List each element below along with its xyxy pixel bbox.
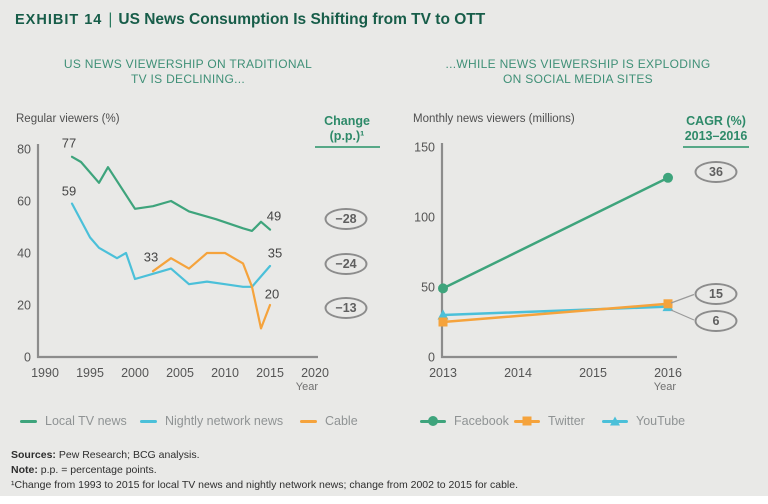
cagr-oval-facebook: 36	[694, 161, 738, 183]
change-header-line1: Change	[324, 114, 370, 128]
legend-label-network: Nightly network news	[165, 414, 284, 428]
cable-end-value: 20	[264, 286, 280, 302]
youtube-point-marker	[437, 309, 449, 320]
series-line-facebook	[441, 176, 670, 290]
sources-line: Sources: Pew Research; BCG analysis.	[11, 449, 200, 461]
y-tick-label: 0	[428, 351, 435, 365]
x-tick-label: 2010	[211, 366, 239, 380]
x-tick-label: 2014	[504, 366, 532, 380]
title-text: US News Consumption Is Shifting from TV …	[118, 11, 486, 28]
change-header-line2: (p.p.)¹	[329, 128, 365, 143]
y-tick-label: 80	[17, 143, 31, 157]
cagr-header: CAGR (%) 2013–2016	[670, 114, 762, 143]
left-chart-subtitle: US NEWS VIEWERSHIP ON TRADITIONAL TV IS …	[30, 57, 346, 87]
right-subtitle-line2: ON SOCIAL MEDIA SITES	[503, 72, 653, 86]
facebook-point-marker	[663, 172, 673, 183]
cagr-header-line2: 2013–2016	[684, 128, 748, 143]
x-tick-label: 2015	[579, 366, 607, 380]
y-tick-label: 60	[17, 195, 31, 209]
right-subtitle-line1: ...WHILE NEWS VIEWERSHIP IS EXPLODING	[445, 57, 711, 71]
change-header-underline	[315, 146, 380, 148]
note-text: p.p. = percentage points.	[40, 464, 157, 476]
y-tick-label: 0	[24, 351, 31, 365]
local-tv-end-value: 49	[266, 208, 282, 224]
twitter-point-marker	[438, 317, 448, 327]
legend-label-local-tv: Local TV news	[45, 414, 127, 428]
x-tick-label: 2020	[301, 366, 329, 380]
right-chart-subtitle: ...WHILE NEWS VIEWERSHIP IS EXPLODING ON…	[420, 57, 736, 87]
x-tick-label: 2016	[654, 366, 682, 380]
youtube-marker-icon	[602, 416, 628, 427]
bottom-white-strip	[0, 496, 768, 504]
legend-item-network: Nightly network news	[140, 413, 283, 429]
local-tv-start-value: 77	[61, 135, 77, 151]
y-tick-label: 150	[414, 141, 435, 155]
legend-item-cable: Cable	[300, 413, 358, 429]
facebook-point-marker	[438, 283, 448, 294]
left-chart-axes	[36, 144, 318, 359]
network-end-value: 35	[267, 245, 283, 261]
change-oval-network: −24	[324, 253, 368, 275]
y-tick-label: 40	[17, 247, 31, 261]
legend-label-youtube: YouTube	[636, 414, 686, 428]
x-tick-label: 1990	[31, 366, 59, 380]
exhibit-number: EXHIBIT 14	[15, 12, 103, 28]
oval-leader-line	[670, 293, 695, 304]
note-line: Note: p.p. = percentage points.	[11, 464, 157, 476]
x-tick-label: 2005	[166, 366, 194, 380]
change-pp-header: Change (p.p.)¹	[302, 114, 392, 143]
y-tick-label: 20	[17, 299, 31, 313]
left-y-axis-label: Regular viewers (%)	[16, 113, 120, 125]
series-line-twitter	[441, 302, 670, 324]
facebook-marker-icon	[420, 416, 446, 427]
change-oval-local-tv: −28	[324, 208, 368, 230]
y-tick-label: 50	[421, 281, 435, 295]
network-line-icon	[140, 419, 157, 423]
footnote-text: ¹Change from 1993 to 2015 for local TV n…	[11, 479, 519, 491]
x-tick-label: 2013	[429, 366, 457, 380]
oval-leader-line	[670, 309, 695, 321]
series-line-cable	[151, 251, 272, 330]
series-line-nightly-network-news	[70, 202, 272, 288]
cable-line-icon	[300, 419, 317, 423]
series-line-local-tv-news	[70, 155, 272, 232]
y-tick-label: 100	[414, 211, 435, 225]
cagr-header-underline	[683, 146, 749, 148]
cagr-oval-youtube: 6	[694, 310, 738, 332]
local-tv-line-icon	[20, 419, 37, 423]
left-subtitle-line2: TV IS DECLINING...	[130, 72, 246, 86]
legend-label-twitter: Twitter	[548, 414, 585, 428]
legend-item-youtube: YouTube	[602, 413, 685, 429]
x-tick-label: 1995	[76, 366, 104, 380]
legend-item-local-tv: Local TV news	[20, 413, 127, 429]
sources-text: Pew Research; BCG analysis.	[58, 449, 200, 461]
title-separator: |	[108, 11, 113, 28]
legend-item-facebook: Facebook	[420, 413, 509, 429]
left-x-axis-caption: Year	[295, 381, 318, 393]
note-label: Note:	[11, 464, 38, 476]
right-x-axis-caption: Year	[653, 381, 676, 393]
legend-item-twitter: Twitter	[514, 413, 585, 429]
twitter-marker-icon	[514, 416, 540, 427]
exhibit-title: EXHIBIT 14 | US News Consumption Is Shifti…	[15, 11, 485, 29]
sources-label: Sources:	[11, 449, 56, 461]
right-chart-axes	[440, 143, 677, 359]
network-start-value: 59	[61, 183, 77, 199]
cable-start-value: 33	[143, 249, 159, 265]
x-tick-label: 2015	[256, 366, 284, 380]
cagr-header-line1: CAGR (%)	[686, 114, 746, 128]
left-subtitle-line1: US NEWS VIEWERSHIP ON TRADITIONAL	[63, 57, 313, 71]
change-oval-cable: −13	[324, 297, 368, 319]
footnote-line: ¹Change from 1993 to 2015 for local TV n…	[11, 479, 518, 491]
right-y-axis-label: Monthly news viewers (millions)	[413, 113, 575, 125]
legend-label-facebook: Facebook	[454, 414, 509, 428]
x-tick-label: 2000	[121, 366, 149, 380]
twitter-point-marker	[663, 299, 673, 309]
legend-label-cable: Cable	[325, 414, 358, 428]
cagr-oval-twitter: 15	[694, 283, 738, 305]
